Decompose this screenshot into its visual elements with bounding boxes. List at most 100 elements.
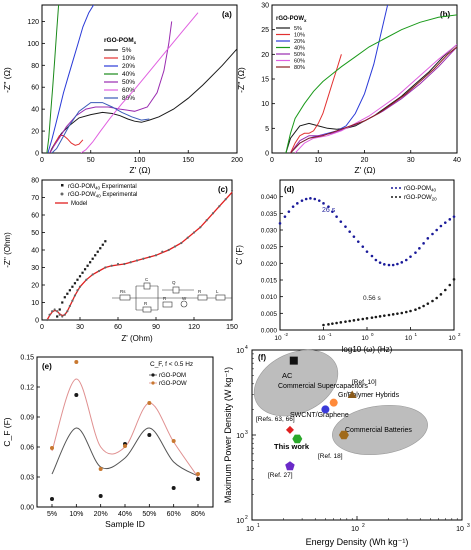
panel-c-plot (45, 189, 234, 322)
data-point-rgo-pom (300, 199, 304, 202)
data-point-rgo-pow (51, 310, 54, 313)
region-label-supercapacitors: Commercial Supercapacitors (278, 383, 368, 390)
data-point-rgo-pom (73, 282, 77, 285)
data-point-rgo-pom (400, 261, 404, 264)
y-tick-label: 0.06 (20, 445, 34, 452)
y-tick-label: 0 (35, 151, 39, 158)
data-point-rgo-pow (387, 313, 391, 317)
data-point-rgo-pom (98, 494, 103, 498)
panel-a-legend-title: rGO-POMx (104, 37, 137, 45)
legend-label-rgo-pow: rGO-POW (159, 381, 187, 387)
region-labels: AC Commercial Supercapacitors Commercial… (278, 371, 412, 434)
data-point-rgo-pow (48, 313, 51, 316)
data-point-rgo-pom (426, 237, 430, 240)
x-tick-exponent: 2 (362, 523, 365, 529)
data-point-rgo-pow (374, 315, 378, 319)
y-tick-label: 0.025 (261, 244, 278, 251)
data-point-rgo-pom (309, 197, 312, 200)
x-tick-label: 150 (182, 157, 194, 164)
legend-label-model: Model (71, 201, 87, 207)
region-commercial-batteries (332, 405, 428, 455)
data-point-rgo-pow (418, 306, 421, 310)
y-tick-label: 0.000 (261, 328, 278, 335)
circuit-rohm-box (197, 294, 208, 301)
model-line (46, 191, 233, 321)
x-tick-label: 0 (270, 157, 274, 164)
data-point-rgo-pom (61, 301, 64, 304)
x-tick-label: 0 (40, 324, 44, 331)
circuit-r-box (142, 306, 152, 313)
data-point-rgo-pom (296, 202, 299, 205)
data-point-rgo-pow (339, 321, 343, 324)
data-point-rgo-pom (448, 218, 452, 221)
x-tick-label: 20 (361, 157, 369, 164)
legend-label-80: 80% (294, 65, 305, 71)
label-swcnt-graphene: SWCNT/Graphene (290, 412, 349, 419)
label-this-work: This work (274, 442, 310, 451)
data-point-rgo-pow (383, 314, 386, 317)
y-tick-exponent: 3 (245, 430, 248, 436)
data-point-rgo-pom (196, 477, 200, 481)
x-tick-exponent: 1 (257, 523, 260, 529)
data-point-rgo-pom (58, 308, 61, 311)
y-tick-label: 0.12 (20, 385, 34, 392)
data-point-rgo-pow (452, 278, 456, 281)
x-tick-label: 10 (405, 335, 413, 342)
panel-b-legend-title: rGO-POWx (276, 16, 307, 23)
legend-label-5: 5% (122, 47, 132, 54)
data-point-rgo-pom (147, 433, 152, 437)
panel-b: (b) Z' (Ω) -Z'' (Ω) rGO-POWx 5%10%20%40%… (236, 4, 458, 175)
circuit-labels: Rs C Q R R W R L (120, 277, 219, 306)
legend-marker-rgo-pow (399, 196, 401, 198)
data-point-rgo-pow (148, 255, 151, 259)
data-point-rgo-pow (63, 313, 66, 316)
data-point-rgo-pom (387, 263, 391, 267)
data-point-rgo-pom (352, 235, 356, 238)
marker-ref-18 (338, 430, 349, 440)
x-tick-label: 10 (246, 526, 254, 533)
y-tick-label: 0.030 (261, 228, 278, 235)
data-point-rgo-pow (439, 293, 443, 296)
x-tick-label: 90 (152, 324, 160, 331)
y-tick-label: 10 (261, 101, 269, 108)
circuit-label-rohm: R (198, 289, 202, 294)
series-line-40 (285, 14, 457, 153)
panel-e-ylabel: C_F (F) (2, 417, 12, 446)
panel-c: (c) Z' (Ohm) -Z'' (Ohm) rGO-POM40 Experi… (3, 179, 234, 343)
data-point-rgo-pom (414, 251, 417, 254)
y-tick-label: 25 (261, 27, 269, 34)
panel-d-label: (d) (284, 185, 295, 194)
data-point-rgo-pom (452, 215, 456, 218)
panel-c-label: (c) (218, 185, 228, 194)
data-point-rgo-pom (443, 221, 447, 224)
legend-marker-rgo-pow (391, 196, 393, 198)
x-tick-label: 200 (231, 157, 243, 164)
data-point-rgo-pow (142, 257, 145, 260)
x-tick-label: 80% (191, 511, 205, 518)
panel-e-legend: rGO-POM rGO-POW (149, 373, 187, 387)
data-point-rgo-pom (370, 254, 374, 258)
data-point-rgo-pow (361, 317, 365, 321)
label-ref-10: [Ref. 10] (352, 379, 377, 386)
panel-c-xlabel: Z' (Ohm) (121, 334, 153, 343)
panel-b-ylabel: -Z'' (Ω) (236, 67, 246, 93)
data-point-rgo-pow (58, 313, 61, 316)
data-point-rgo-pow (76, 289, 79, 292)
data-point-rgo-pow (68, 304, 71, 308)
legend-label-50: 50% (122, 79, 135, 86)
data-point-rgo-pow (104, 266, 107, 269)
panel-e-label: (e) (42, 362, 52, 371)
x-tick-label: 30 (407, 157, 415, 164)
data-point-rgo-pom (74, 393, 79, 397)
data-point-rgo-pow (85, 278, 88, 281)
x-tick-label: 10 (456, 526, 464, 533)
legend-marker-rgo-pom (151, 373, 155, 377)
data-point-rgo-pow (173, 245, 177, 248)
panel-e-xlabel: Sample ID (105, 519, 145, 529)
y-tick-label: 70 (31, 195, 39, 202)
y-tick-label: 120 (27, 19, 39, 26)
y-tick-exponent: 2 (245, 515, 248, 521)
series-line-40 (46, 5, 60, 153)
panel-a: (a) Z' (Ω) -Z'' (Ω) rGO-POMx 5%10%20%40%… (2, 4, 238, 175)
data-point-rgo-pow (171, 439, 176, 443)
